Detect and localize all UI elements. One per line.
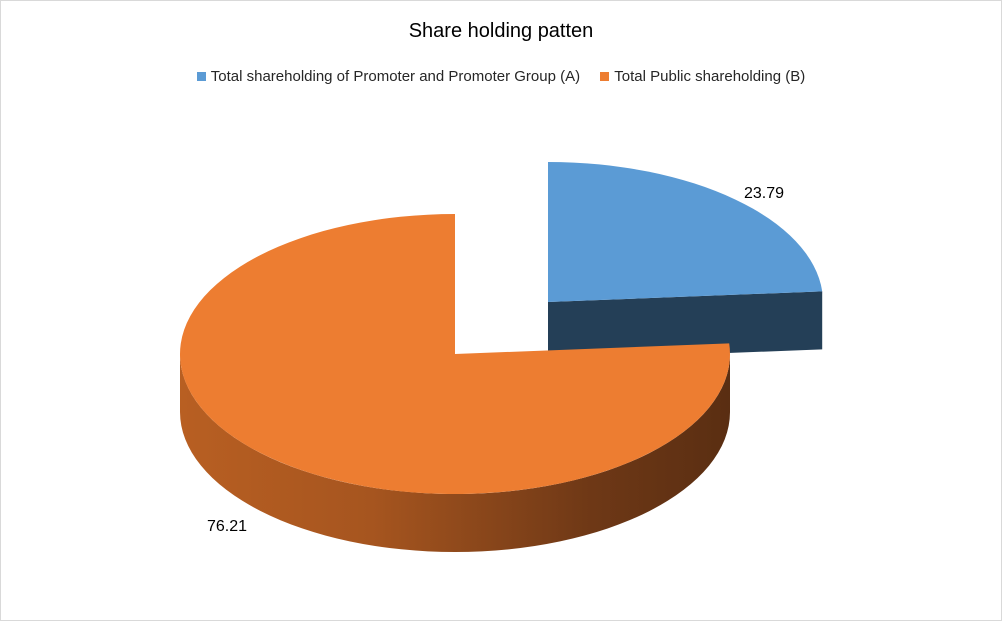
- legend-entry-public: Total Public shareholding (B): [600, 68, 805, 85]
- legend-swatch-promoter: [196, 72, 206, 81]
- data-label-public: 76.21: [207, 518, 247, 535]
- slice-public-side: [180, 354, 730, 553]
- slice-public: [180, 214, 731, 495]
- legend-entry-promoter: Total shareholding of Promoter and Promo…: [196, 68, 581, 85]
- slice-promoter-side: [548, 291, 823, 360]
- legend-label-public: Total Public shareholding (B): [614, 68, 806, 85]
- legend-swatch-public: [600, 72, 610, 81]
- chart-title: Share holding patten: [408, 20, 594, 42]
- data-label-promoter: 23.79: [744, 185, 784, 202]
- chart-legend: Total shareholding of Promoter and Promo…: [0, 68, 1002, 85]
- legend-label-promoter: Total shareholding of Promoter and Promo…: [210, 68, 581, 85]
- slice-promoter: [548, 162, 823, 302]
